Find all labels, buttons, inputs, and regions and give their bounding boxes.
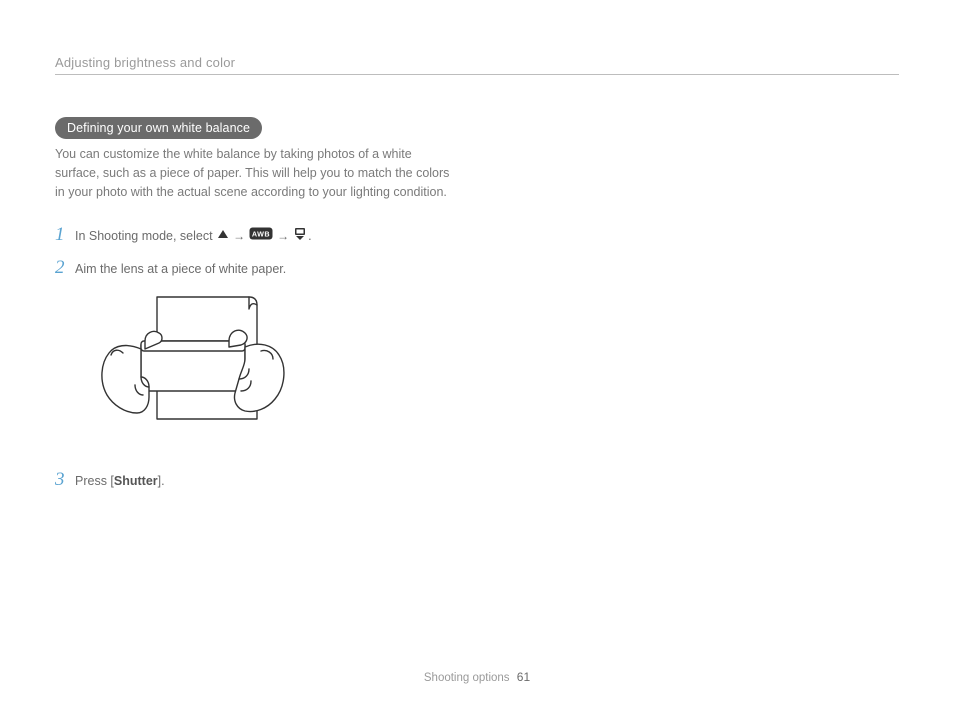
illustration: [79, 291, 455, 456]
step-number: 3: [55, 470, 75, 491]
step-text: In Shooting mode, select → AWB →.: [75, 225, 312, 246]
step1-prefix: In Shooting mode, select: [75, 229, 216, 243]
page-footer: Shooting options 61: [0, 670, 954, 684]
step-number: 2: [55, 258, 75, 279]
measure-icon: [293, 227, 307, 246]
step-number: 1: [55, 225, 75, 246]
step3-prefix: Press [: [75, 474, 114, 488]
step-2: 2 Aim the lens at a piece of white paper…: [55, 258, 455, 279]
intro-paragraph: You can customize the white balance by t…: [55, 145, 455, 201]
step-text: Aim the lens at a piece of white paper.: [75, 258, 286, 279]
step-text: Press [Shutter].: [75, 470, 165, 491]
arrow-icon: →: [233, 229, 245, 243]
section-pill: Defining your own white balance: [55, 117, 262, 139]
running-head: Adjusting brightness and color: [55, 55, 899, 75]
page-number: 61: [517, 670, 530, 684]
step-3: 3 Press [Shutter].: [55, 470, 455, 491]
shutter-label: Shutter: [114, 474, 158, 488]
step-list: 1 In Shooting mode, select → AWB →. 2 Aim …: [55, 225, 455, 491]
content-column: Defining your own white balance You can …: [55, 117, 455, 491]
up-triangle-icon: [217, 227, 229, 246]
awb-icon: AWB: [249, 227, 273, 246]
step3-suffix: ].: [158, 474, 165, 488]
footer-section: Shooting options: [424, 672, 510, 684]
step1-suffix: .: [308, 229, 311, 243]
svg-text:AWB: AWB: [252, 229, 270, 238]
arrow-icon: →: [277, 229, 289, 243]
step-1: 1 In Shooting mode, select → AWB →.: [55, 225, 455, 246]
